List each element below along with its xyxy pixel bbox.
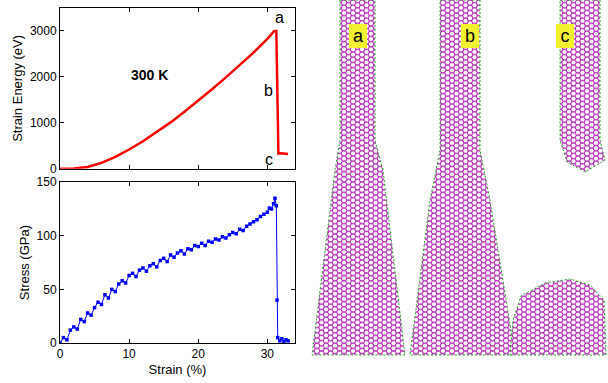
svg-text:b: b xyxy=(264,82,273,99)
svg-text:30: 30 xyxy=(261,347,275,361)
svg-text:0: 0 xyxy=(50,162,57,176)
svg-text:Stress (GPa): Stress (GPa) xyxy=(17,225,32,300)
svg-text:Strain Energy (eV): Strain Energy (eV) xyxy=(10,35,25,142)
svg-text:10: 10 xyxy=(122,347,136,361)
svg-text:a: a xyxy=(353,26,364,46)
svg-text:1000: 1000 xyxy=(30,116,57,130)
svg-text:50: 50 xyxy=(43,283,57,297)
svg-text:b: b xyxy=(465,26,475,46)
svg-text:0: 0 xyxy=(50,336,57,350)
svg-text:100: 100 xyxy=(37,229,57,243)
svg-text:c: c xyxy=(561,26,570,46)
svg-text:Strain (%): Strain (%) xyxy=(149,362,207,377)
svg-text:2000: 2000 xyxy=(30,70,57,84)
svg-text:20: 20 xyxy=(192,347,206,361)
svg-text:a: a xyxy=(275,9,284,26)
svg-text:150: 150 xyxy=(37,175,57,189)
svg-text:300 K: 300 K xyxy=(131,67,168,83)
svg-text:0: 0 xyxy=(57,347,64,361)
svg-text:c: c xyxy=(265,151,273,168)
svg-text:3000: 3000 xyxy=(30,24,57,38)
